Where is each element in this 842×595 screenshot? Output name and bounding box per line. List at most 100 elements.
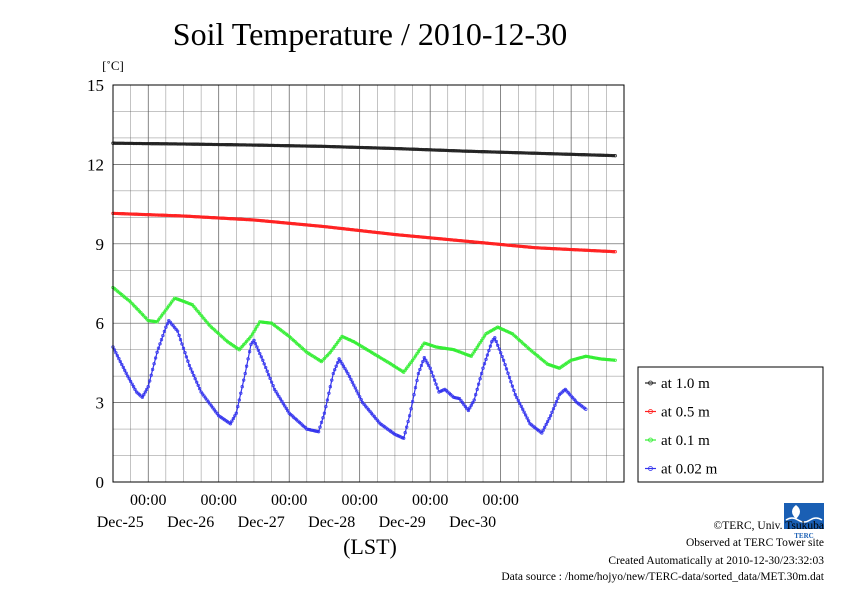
- series-point: [525, 416, 529, 420]
- series-point: [578, 152, 582, 157]
- series-point: [457, 350, 462, 354]
- series-point: [178, 142, 183, 146]
- series-point: [360, 229, 365, 233]
- series-point: [537, 246, 541, 250]
- series-point: [500, 327, 504, 331]
- series-point: [253, 143, 258, 147]
- series-point: [474, 393, 478, 397]
- y-axis-unit: [˚C]: [102, 58, 124, 73]
- series-point: [184, 214, 189, 218]
- series-point: [325, 398, 330, 402]
- series-point: [156, 213, 161, 217]
- series-point: [471, 400, 475, 405]
- series-point: [425, 361, 429, 365]
- series-point: [206, 142, 211, 147]
- series-point: [407, 234, 412, 238]
- series-point: [503, 362, 507, 367]
- series-point: [522, 410, 526, 414]
- series-point: [181, 299, 186, 304]
- series-point: [543, 425, 547, 429]
- series-point: [183, 350, 187, 355]
- series-point: [415, 378, 419, 383]
- series-point: [369, 146, 374, 150]
- series-point: [551, 152, 556, 156]
- series-point: [337, 226, 341, 230]
- x-tick-date-label: Dec-30: [449, 514, 496, 531]
- series-point: [217, 142, 221, 147]
- series-point: [142, 393, 146, 397]
- series-point: [513, 151, 517, 155]
- series-point: [318, 144, 322, 148]
- series-point: [262, 219, 266, 223]
- series-point: [545, 362, 550, 366]
- series-point: [410, 400, 415, 404]
- series-point: [468, 406, 472, 410]
- series-point: [133, 212, 137, 216]
- series-point: [416, 350, 421, 354]
- series-point: [434, 345, 438, 349]
- series-point: [402, 147, 406, 151]
- series-point: [431, 344, 435, 348]
- series-point: [137, 212, 142, 217]
- series-point: [578, 356, 582, 360]
- series-point: [177, 333, 181, 338]
- series-point: [197, 142, 202, 146]
- series-point: [296, 222, 300, 226]
- series-point: [192, 373, 196, 378]
- series-point: [523, 245, 528, 249]
- legend-label: at 0.5 m: [661, 405, 710, 421]
- series-point: [165, 213, 169, 218]
- series-point: [429, 370, 434, 374]
- series-point: [416, 147, 421, 152]
- series-point: [333, 368, 337, 372]
- series-point: [437, 390, 441, 394]
- series-point: [499, 351, 503, 355]
- series-point: [584, 407, 588, 411]
- series-point: [597, 357, 601, 361]
- series-point: [541, 246, 545, 250]
- series-point: [161, 142, 165, 146]
- series-point: [275, 392, 280, 396]
- series-point: [421, 359, 425, 364]
- series-point: [249, 334, 253, 339]
- series-point: [594, 356, 598, 360]
- series-point: [252, 329, 256, 334]
- series-point: [479, 371, 484, 376]
- series-point: [487, 348, 491, 353]
- series-point: [413, 385, 418, 390]
- series-point: [296, 144, 300, 148]
- series-point: [573, 152, 578, 157]
- series-point: [306, 427, 310, 432]
- series-point: [579, 248, 584, 252]
- series-line: [112, 287, 616, 374]
- series-point: [488, 344, 493, 348]
- series-point: [148, 379, 152, 383]
- series-point: [612, 153, 616, 158]
- series-point: [158, 342, 162, 346]
- series-point: [240, 385, 244, 389]
- series-point: [428, 366, 432, 370]
- series-point: [197, 387, 202, 391]
- series-point: [607, 249, 611, 254]
- series-point: [421, 147, 425, 152]
- series-point: [440, 237, 444, 241]
- series-point: [152, 319, 156, 324]
- series-point: [584, 248, 588, 252]
- series-point: [175, 329, 180, 333]
- series-point: [476, 343, 481, 347]
- y-axis-ticks: 0 3 6 9 12 15: [87, 76, 104, 492]
- series-point: [340, 362, 344, 366]
- series-point: [250, 340, 255, 345]
- series-point: [484, 357, 488, 362]
- series-point: [346, 337, 350, 341]
- series-point: [481, 241, 485, 245]
- series-point: [230, 143, 234, 147]
- series-point: [142, 141, 146, 146]
- series-point: [476, 149, 481, 154]
- series-point: [337, 338, 341, 343]
- series-point: [153, 320, 158, 324]
- series-point: [350, 339, 354, 343]
- series-point: [149, 373, 153, 377]
- series-point: [290, 144, 294, 148]
- series-point: [350, 145, 354, 149]
